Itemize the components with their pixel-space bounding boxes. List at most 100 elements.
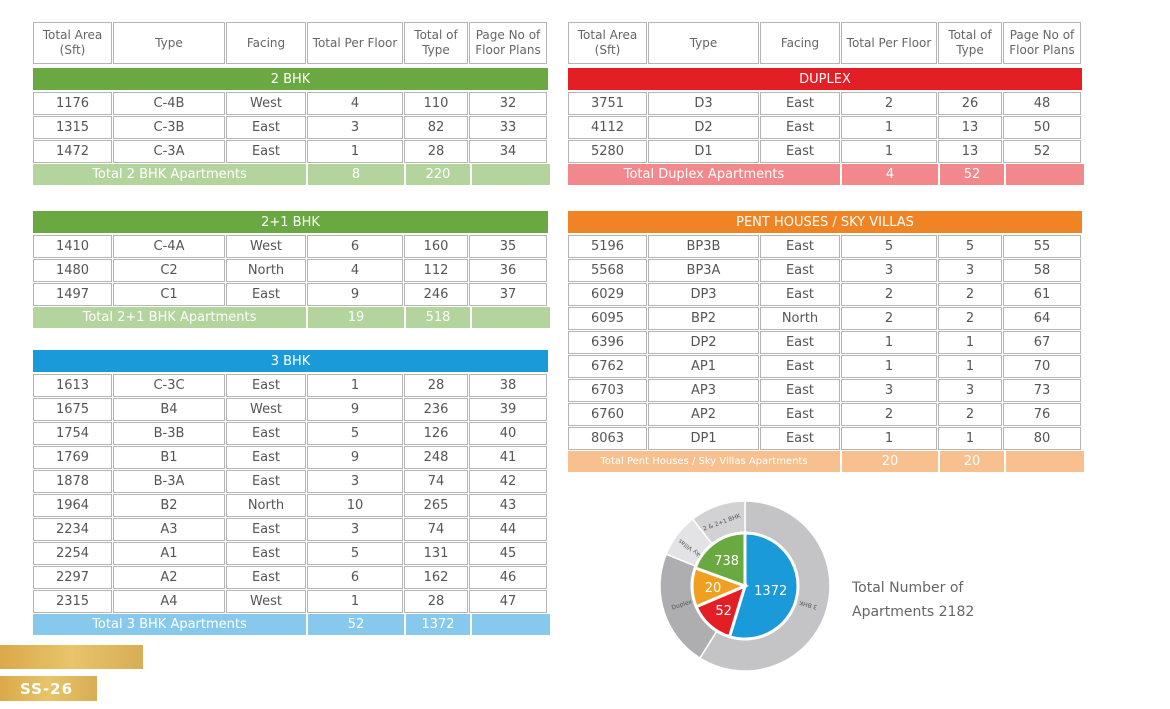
table-cell: West — [226, 92, 306, 115]
total-row-2plus1bhk: Total 2+1 BHK Apartments 19 518 — [33, 307, 552, 328]
table-cell: AP3 — [648, 379, 759, 402]
table-cell: 2315 — [33, 590, 112, 613]
table-row: 1472 C-3A East 1 28 34 — [33, 140, 548, 163]
table-row: 2297 A2 East 6 162 46 — [33, 566, 548, 589]
left-header-row: Total Area (Sft) Type Facing Total Per Floo… — [33, 22, 548, 64]
column-header: Page No of Floor Plans — [469, 22, 547, 64]
table-cell: C-3C — [113, 374, 225, 397]
table-cell: 44 — [469, 518, 547, 541]
section-title-2plus1bhk: 2+1 BHK — [33, 211, 548, 233]
table-cell: 162 — [404, 566, 468, 589]
table-row: 8063 DP1 East 1 1 80 — [568, 427, 1082, 450]
table-row: 3751 D3 East 2 26 48 — [568, 92, 1082, 115]
table-cell: 74 — [404, 470, 468, 493]
table-cell: DP1 — [648, 427, 759, 450]
table-cell: 3 — [307, 116, 403, 139]
table-cell: DP2 — [648, 331, 759, 354]
table-cell: 34 — [469, 140, 547, 163]
gold-decor-bar — [0, 645, 143, 669]
table-cell: East — [226, 542, 306, 565]
table-cell: 6762 — [568, 355, 647, 378]
table-cell: 67 — [1003, 331, 1081, 354]
table-cell: 3 — [938, 259, 1002, 282]
table-cell: 32 — [469, 92, 547, 115]
table-cell: 74 — [404, 518, 468, 541]
table-cell: 6095 — [568, 307, 647, 330]
table-cell: 3 — [938, 379, 1002, 402]
table-cell: 13 — [938, 116, 1002, 139]
table-row: 2315 A4 West 1 28 47 — [33, 590, 548, 613]
section-title-penthouses: PENT HOUSES / SKY VILLAS — [568, 211, 1082, 233]
table-cell: 6396 — [568, 331, 647, 354]
table-cell: 4112 — [568, 116, 647, 139]
column-header: Facing — [226, 22, 306, 64]
table-cell: East — [760, 403, 840, 426]
table-cell: 1 — [938, 331, 1002, 354]
table-cell: 1 — [841, 116, 937, 139]
total-of-type: 518 — [406, 307, 470, 328]
table-cell: East — [760, 427, 840, 450]
total-per-floor: 4 — [842, 164, 938, 185]
table-cell: 2 — [841, 92, 937, 115]
table-cell: 4 — [307, 92, 403, 115]
table-cell: 1410 — [33, 235, 112, 258]
column-header: Type — [113, 22, 225, 64]
table-cell: 5 — [307, 542, 403, 565]
total-of-type: 1372 — [406, 614, 470, 635]
table-cell: 1 — [938, 355, 1002, 378]
table-row: 2234 A3 East 3 74 44 — [33, 518, 548, 541]
table-cell: East — [226, 566, 306, 589]
total-empty — [1006, 451, 1084, 472]
table-cell: 9 — [307, 398, 403, 421]
table-cell: B-3B — [113, 422, 225, 445]
table-cell: 1 — [307, 140, 403, 163]
table-cell: 112 — [404, 259, 468, 282]
pie-value-label: 1372 — [754, 584, 787, 599]
table-row: 5196 BP3B East 5 5 55 — [568, 235, 1082, 258]
table-cell: 64 — [1003, 307, 1081, 330]
total-of-type: 220 — [406, 164, 470, 185]
table-cell: B2 — [113, 494, 225, 517]
table-cell: North — [226, 259, 306, 282]
table-cell: C-4B — [113, 92, 225, 115]
table-cell: 1 — [841, 427, 937, 450]
table-cell: 246 — [404, 283, 468, 306]
table-cell: 1497 — [33, 283, 112, 306]
total-per-floor: 8 — [308, 164, 404, 185]
table-row: 6703 AP3 East 3 3 73 — [568, 379, 1082, 402]
table-cell: East — [760, 116, 840, 139]
column-header: Facing — [760, 22, 840, 64]
table-cell: 5196 — [568, 235, 647, 258]
table-cell: 61 — [1003, 283, 1081, 306]
table-cell: East — [226, 470, 306, 493]
total-empty — [472, 307, 550, 328]
table-cell: 52 — [1003, 140, 1081, 163]
table-cell: A3 — [113, 518, 225, 541]
table-cell: East — [760, 259, 840, 282]
table-row: 1754 B-3B East 5 126 40 — [33, 422, 548, 445]
pie-slice — [727, 531, 800, 641]
table-cell: 3 — [307, 518, 403, 541]
table-cell: 1176 — [33, 92, 112, 115]
table-cell: 1 — [841, 331, 937, 354]
table-cell: 80 — [1003, 427, 1081, 450]
table-cell: 131 — [404, 542, 468, 565]
total-row-penthouses: Total Pent Houses / Sky Villas Apartment… — [568, 451, 1086, 472]
table-cell: 70 — [1003, 355, 1081, 378]
total-of-type: 20 — [940, 451, 1004, 472]
table-cell: 58 — [1003, 259, 1081, 282]
table-row: 2254 A1 East 5 131 45 — [33, 542, 548, 565]
table-cell: East — [760, 92, 840, 115]
column-header: Total Per Floor — [841, 22, 937, 64]
table-cell: 28 — [404, 374, 468, 397]
table-cell: 82 — [404, 116, 468, 139]
table-cell: A1 — [113, 542, 225, 565]
table-row: 5280 D1 East 1 13 52 — [568, 140, 1082, 163]
table-cell: North — [760, 307, 840, 330]
pie-value-label: 738 — [714, 554, 739, 569]
table-row: 1410 C-4A West 6 160 35 — [33, 235, 548, 258]
table-cell: 1315 — [33, 116, 112, 139]
total-label: Total Duplex Apartments — [568, 164, 840, 185]
total-per-floor: 52 — [308, 614, 404, 635]
table-cell: 37 — [469, 283, 547, 306]
